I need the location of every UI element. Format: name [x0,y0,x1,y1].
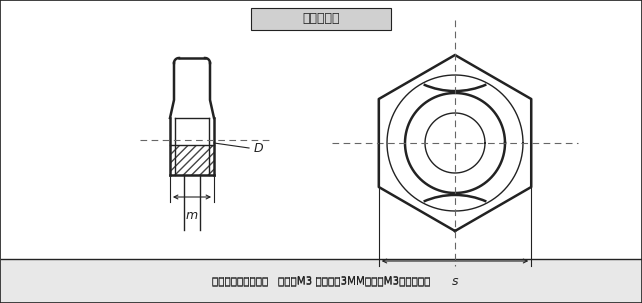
Bar [1,259,641,302]
Text: D: D [254,142,264,155]
Text: m: m [186,209,198,222]
Text: s: s [452,275,458,288]
Text: 规格组成：螺纹内径   例如：M3 螺纹内径3MM，配套M3的螺丝使用: 规格组成：螺纹内径 例如：M3 螺纹内径3MM，配套M3的螺丝使用 [212,275,430,285]
Bar [251,8,391,30]
Text: 图纸示意图: 图纸示意图 [302,12,340,25]
Bar [1,1,641,259]
Bar [170,145,214,175]
Text: 规格组成：螺纹内径   例如：M3 螺纹内径3MM，配套M3的螺丝使用: 规格组成：螺纹内径 例如：M3 螺纹内径3MM，配套M3的螺丝使用 [212,277,430,287]
